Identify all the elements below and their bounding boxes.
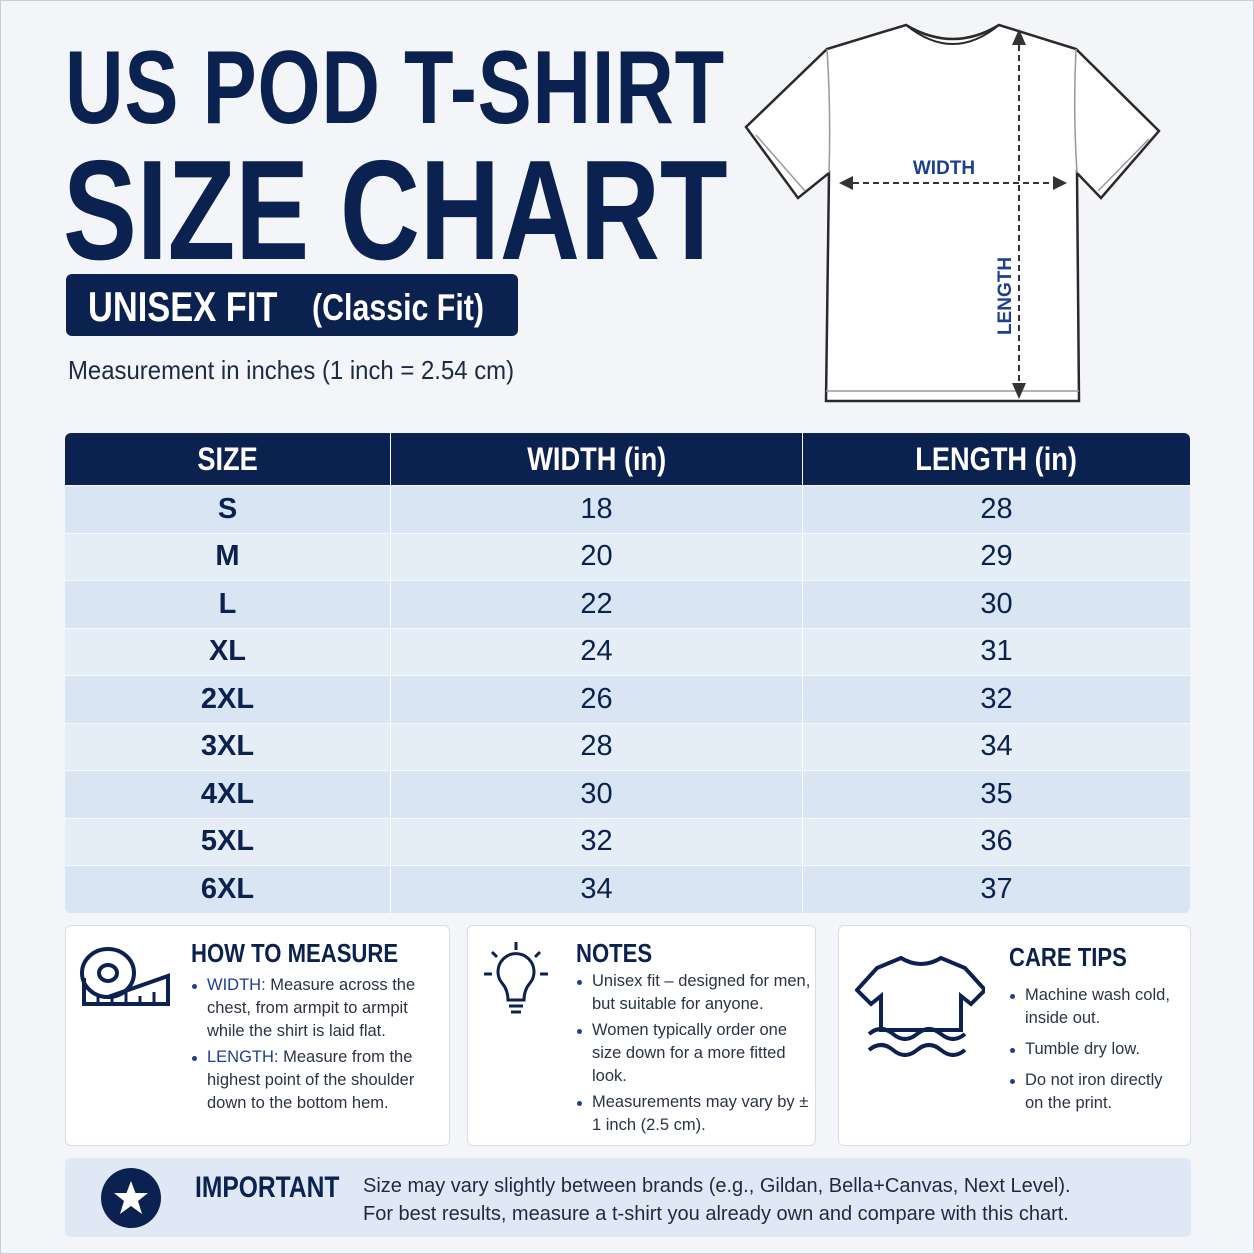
important-title: IMPORTANT [195, 1171, 340, 1204]
fit-label: UNISEX FIT [88, 283, 278, 330]
card-title: NOTES [576, 938, 653, 968]
table-cell: 2XL [65, 676, 391, 723]
bulb-icon [484, 942, 548, 1014]
title-line: SIZE CHART [63, 131, 728, 290]
table-cell: 24 [391, 628, 803, 675]
table-row: 5XL 32 36 [65, 817, 1190, 865]
width-label: WIDTH [913, 158, 975, 179]
table-cell: M [65, 533, 391, 580]
table-cell: 35 [980, 777, 1013, 810]
tape-icon [80, 947, 170, 1006]
measure-text: Measure across the chest, from armpit to… [207, 976, 416, 1040]
table-row: M 20 29 [65, 532, 1190, 580]
table-row: L 22 30 [65, 580, 1190, 628]
care-item: Tumble dry low. [1009, 1038, 1179, 1061]
table-cell: 34 [980, 730, 1013, 763]
table-cell: 18 [391, 486, 803, 533]
how-to-measure-card: HOW TO MEASURE WIDTH: Measure across the… [65, 925, 450, 1146]
important-text: Size may vary slightly between brands (e… [363, 1172, 1071, 1228]
table-cell: XL [65, 628, 391, 675]
fit-badge: UNISEX FIT (Classic Fit) [66, 274, 518, 336]
table-row: 6XL 34 37 [65, 865, 1190, 913]
size-table: SIZE WIDTH (in) LENGTH (in) S 18 28 M 20 29 L 22 30… [65, 433, 1190, 913]
table-row: 3XL 28 34 [65, 722, 1190, 770]
measure-term: WIDTH: [207, 976, 266, 994]
star-icon [101, 1168, 161, 1228]
table-cell: 29 [980, 540, 1013, 573]
table-cell: 22 [391, 581, 803, 628]
table-cell: L [65, 581, 391, 628]
care-tips-card: CARE TIPS Machine wash cold, inside out.… [838, 925, 1191, 1146]
table-cell: 20 [391, 533, 803, 580]
table-cell: 34 [391, 866, 803, 913]
header-text: SIZE [197, 440, 258, 477]
card-title: CARE TIPS [1009, 942, 1127, 972]
table-cell: 3XL [65, 723, 391, 770]
table-row: S 18 28 [65, 485, 1190, 533]
table-cell: 28 [391, 723, 803, 770]
important-line: For best results, measure a t-shirt you … [363, 1203, 1069, 1225]
table-row: XL 24 31 [65, 627, 1190, 675]
table-cell: 31 [980, 635, 1013, 668]
title-line: US POD T-SHIRT [65, 30, 725, 146]
length-label: LENGTH [995, 257, 1016, 335]
table-cell: 32 [391, 818, 803, 865]
fit-detail: (Classic Fit) [312, 287, 484, 328]
care-icon [855, 955, 985, 1057]
header-cell: LENGTH (in) [803, 433, 1190, 485]
table-row: 2XL 26 32 [65, 675, 1190, 723]
table-cell: 32 [980, 682, 1013, 715]
care-item: Machine wash cold, inside out. [1009, 984, 1179, 1030]
shirt-diagram: WIDTH LENGTH [744, 23, 1161, 403]
table-cell: 30 [980, 587, 1013, 620]
measure-item: LENGTH: Measure from the highest point o… [191, 1046, 436, 1115]
card-title: HOW TO MEASURE [191, 938, 399, 968]
note-item: Unisex fit – designed for men, but suita… [576, 970, 811, 1016]
header-text: WIDTH (in) [527, 440, 666, 477]
table-cell: 30 [391, 771, 803, 818]
note-item: Measurements may vary by ± 1 inch (2.5 c… [576, 1091, 811, 1137]
table-cell: 4XL [65, 771, 391, 818]
table-cell: 36 [980, 825, 1013, 858]
table-header: SIZE WIDTH (in) LENGTH (in) [65, 433, 1190, 485]
header-text: LENGTH (in) [915, 440, 1078, 477]
table-cell: S [65, 486, 391, 533]
table-cell: 37 [980, 872, 1013, 905]
important-banner: IMPORTANT Size may vary slightly between… [65, 1158, 1191, 1237]
measure-text: Measure from the highest point of the sh… [207, 1048, 415, 1112]
table-cell: 6XL [65, 866, 391, 913]
care-item: Do not iron directly on the print. [1009, 1069, 1179, 1115]
notes-card: NOTES Unisex fit – designed for men, but… [467, 925, 816, 1146]
table-row: 4XL 30 35 [65, 770, 1190, 818]
table-cell: 5XL [65, 818, 391, 865]
header-cell: SIZE [65, 433, 391, 485]
note-item: Women typically order one size down for … [576, 1019, 811, 1088]
header-cell: WIDTH (in) [391, 433, 803, 485]
table-cell: 26 [391, 676, 803, 723]
measure-item: WIDTH: Measure across the chest, from ar… [191, 974, 436, 1043]
measure-term: LENGTH: [207, 1048, 279, 1066]
measure-note: Measurement in inches (1 inch = 2.54 cm) [68, 355, 515, 385]
important-line: Size may vary slightly between brands (e… [363, 1175, 1071, 1197]
table-cell: 28 [980, 492, 1013, 525]
